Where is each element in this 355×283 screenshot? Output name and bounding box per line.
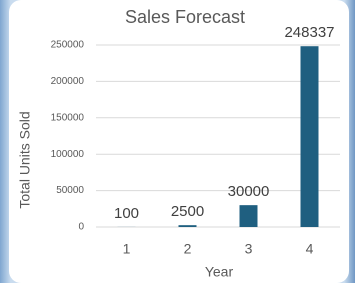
- x-tick-label: 4: [306, 241, 314, 257]
- x-tick-label: 1: [123, 241, 131, 257]
- bar: [240, 205, 258, 227]
- chart-title: Sales Forecast: [125, 7, 245, 27]
- data-label: 30000: [228, 183, 270, 200]
- y-axis-title: Total Units Sold: [17, 111, 33, 208]
- bar: [179, 225, 197, 227]
- y-tick-label: 0: [78, 222, 84, 233]
- data-label: 2500: [171, 203, 204, 220]
- bar: [301, 46, 319, 227]
- data-label: 100: [114, 205, 139, 222]
- x-tick-label: 2: [184, 241, 192, 257]
- data-label: 248337: [284, 24, 334, 41]
- y-tick-label: 100000: [51, 149, 85, 160]
- x-axis-title: Year: [205, 264, 234, 280]
- page: {"chart_data": {"type": "bar", "title": …: [0, 0, 355, 283]
- y-tick-label: 50000: [56, 185, 84, 196]
- x-tick-label: 3: [245, 241, 253, 257]
- chart: Sales Forecast Year Total Units Sold 0 50…: [0, 0, 355, 283]
- y-tick-label: 250000: [51, 40, 85, 51]
- y-tick-label: 150000: [51, 112, 85, 123]
- y-tick-label: 200000: [51, 76, 85, 87]
